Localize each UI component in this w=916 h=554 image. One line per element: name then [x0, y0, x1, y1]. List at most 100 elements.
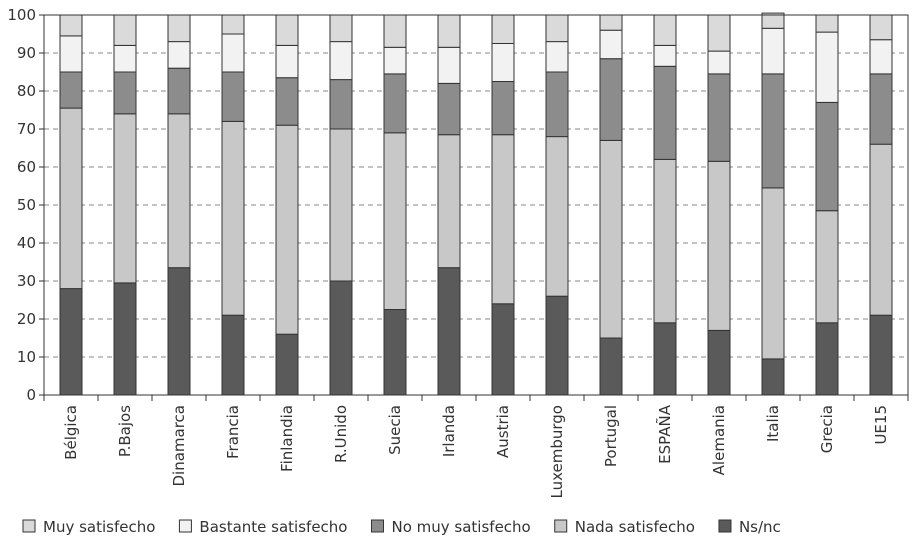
bar-segment-ns-nc — [275, 333, 299, 396]
bar-segment-muy-satisfecho — [653, 14, 677, 46]
bar-segment-bastante-satisfecho — [545, 41, 569, 73]
legend-item-no-muy-satisfecho: No muy satisfecho — [370, 518, 531, 536]
x-tick-label: Italia — [764, 405, 782, 442]
bar-segment-bastante-satisfecho — [221, 33, 245, 73]
bar-segment-nada-satisfecho — [221, 120, 245, 316]
y-tick-label: 70 — [17, 120, 36, 138]
bar-segment-bastante-satisfecho — [653, 44, 677, 67]
bar-segment-ns-nc — [167, 267, 191, 396]
x-tick-label: Francia — [224, 405, 242, 459]
bar-segment-ns-nc — [113, 282, 137, 396]
bar-segment-muy-satisfecho — [113, 14, 137, 46]
bar-segment-nada-satisfecho — [383, 132, 407, 310]
bar-segment-nada-satisfecho — [599, 139, 623, 339]
x-tick-label: Irlanda — [440, 405, 458, 457]
bar-segment-muy-satisfecho — [59, 14, 83, 37]
bar-segment-bastante-satisfecho — [599, 29, 623, 60]
x-tick-label: Grecia — [818, 405, 836, 453]
bar-stack-espana — [653, 14, 677, 396]
bar-segment-nada-satisfecho — [815, 210, 839, 324]
bar-segment-muy-satisfecho — [167, 14, 191, 43]
bar-segment-no-muy-satisfecho — [761, 73, 785, 189]
bar-stack-francia — [221, 14, 245, 396]
y-tick-label: 10 — [17, 348, 36, 366]
bar-stack-r-unido — [329, 14, 353, 396]
bar-segment-bastante-satisfecho — [707, 50, 731, 75]
y-tick-label: 20 — [17, 310, 36, 328]
bar-stack-dinamarca — [167, 14, 191, 396]
bar-segment-ns-nc — [869, 314, 893, 396]
bar-segment-ns-nc — [545, 295, 569, 396]
bar-segment-muy-satisfecho — [491, 14, 515, 44]
bar-segment-nada-satisfecho — [113, 113, 137, 284]
bar-segment-bastante-satisfecho — [167, 41, 191, 69]
bar-stack-belgica — [59, 14, 83, 396]
bar-stack-finlandia — [275, 14, 299, 396]
bar-stack-suecia — [383, 14, 407, 396]
bar-segment-muy-satisfecho — [869, 14, 893, 41]
bar-segment-bastante-satisfecho — [437, 46, 461, 84]
bar-stack-p-bajos — [113, 14, 137, 396]
bar-segment-no-muy-satisfecho — [707, 73, 731, 162]
bar-stack-alemania — [707, 14, 731, 396]
y-tick-label: 80 — [17, 82, 36, 100]
x-tick-label: Luxemburgo — [548, 405, 566, 499]
bar-segment-nada-satisfecho — [167, 113, 191, 269]
bar-segment-bastante-satisfecho — [869, 39, 893, 75]
bar-segment-nada-satisfecho — [707, 160, 731, 331]
legend-item-ns-nc: Ns/nc — [718, 518, 781, 536]
bar-segment-no-muy-satisfecho — [167, 67, 191, 115]
bar-stack-italia — [761, 12, 785, 396]
bar-segment-muy-satisfecho — [383, 14, 407, 48]
x-tick-label: Finlandia — [278, 405, 296, 472]
x-tick-label: UE15 — [872, 405, 890, 445]
bar-segment-muy-satisfecho — [221, 14, 245, 35]
bar-segment-no-muy-satisfecho — [329, 79, 353, 130]
legend-label: Muy satisfecho — [43, 518, 155, 536]
bar-segment-no-muy-satisfecho — [815, 101, 839, 212]
x-tick-label: Austria — [494, 405, 512, 458]
x-tick-label: Bélgica — [62, 405, 80, 460]
y-tick-label: 90 — [17, 44, 36, 62]
bar-segment-bastante-satisfecho — [113, 44, 137, 73]
x-tick-label: R.Unido — [332, 405, 350, 463]
bar-segment-muy-satisfecho — [761, 12, 785, 29]
bar-segment-no-muy-satisfecho — [383, 73, 407, 134]
bar-segment-no-muy-satisfecho — [437, 82, 461, 136]
bar-segment-nada-satisfecho — [491, 134, 515, 305]
legend-item-nada-satisfecho: Nada satisfecho — [554, 518, 695, 536]
x-tick-label: Dinamarca — [170, 405, 188, 487]
x-tick-label: P.Bajos — [116, 405, 134, 457]
bar-segment-nada-satisfecho — [329, 128, 353, 282]
bar-segment-no-muy-satisfecho — [221, 71, 245, 122]
bar-stack-luxemburgo — [545, 14, 569, 396]
bar-segment-muy-satisfecho — [815, 14, 839, 33]
bar-segment-no-muy-satisfecho — [545, 71, 569, 138]
y-tick-label: 40 — [17, 234, 36, 252]
legend-swatch — [718, 519, 732, 533]
bar-stack-irlanda — [437, 14, 461, 396]
bar-segment-nada-satisfecho — [437, 134, 461, 269]
legend-label: Ns/nc — [739, 518, 781, 536]
bar-segment-no-muy-satisfecho — [275, 77, 299, 126]
bar-stack-ue15 — [869, 14, 893, 396]
x-tick-label: ESPAÑA — [655, 404, 674, 464]
legend-swatch — [22, 519, 36, 533]
bar-segment-ns-nc — [815, 322, 839, 396]
bar-segment-muy-satisfecho — [545, 14, 569, 43]
legend-swatch — [554, 519, 568, 533]
bar-segment-ns-nc — [329, 280, 353, 396]
y-tick-label: 50 — [17, 196, 36, 214]
bar-segment-nada-satisfecho — [761, 187, 785, 360]
bar-segment-bastante-satisfecho — [491, 43, 515, 82]
y-tick-label: 100 — [7, 6, 36, 24]
bar-segment-ns-nc — [59, 288, 83, 396]
legend-swatch — [370, 519, 384, 533]
y-tick-labels: 0 10 20 30 40 50 60 70 80 90 100 — [7, 6, 36, 404]
bar-segment-no-muy-satisfecho — [653, 65, 677, 160]
legend-swatch — [178, 519, 192, 533]
bar-segment-nada-satisfecho — [59, 107, 83, 290]
bar-segment-ns-nc — [383, 309, 407, 396]
x-tick-label: Alemania — [710, 405, 728, 475]
bar-segment-bastante-satisfecho — [275, 44, 299, 79]
